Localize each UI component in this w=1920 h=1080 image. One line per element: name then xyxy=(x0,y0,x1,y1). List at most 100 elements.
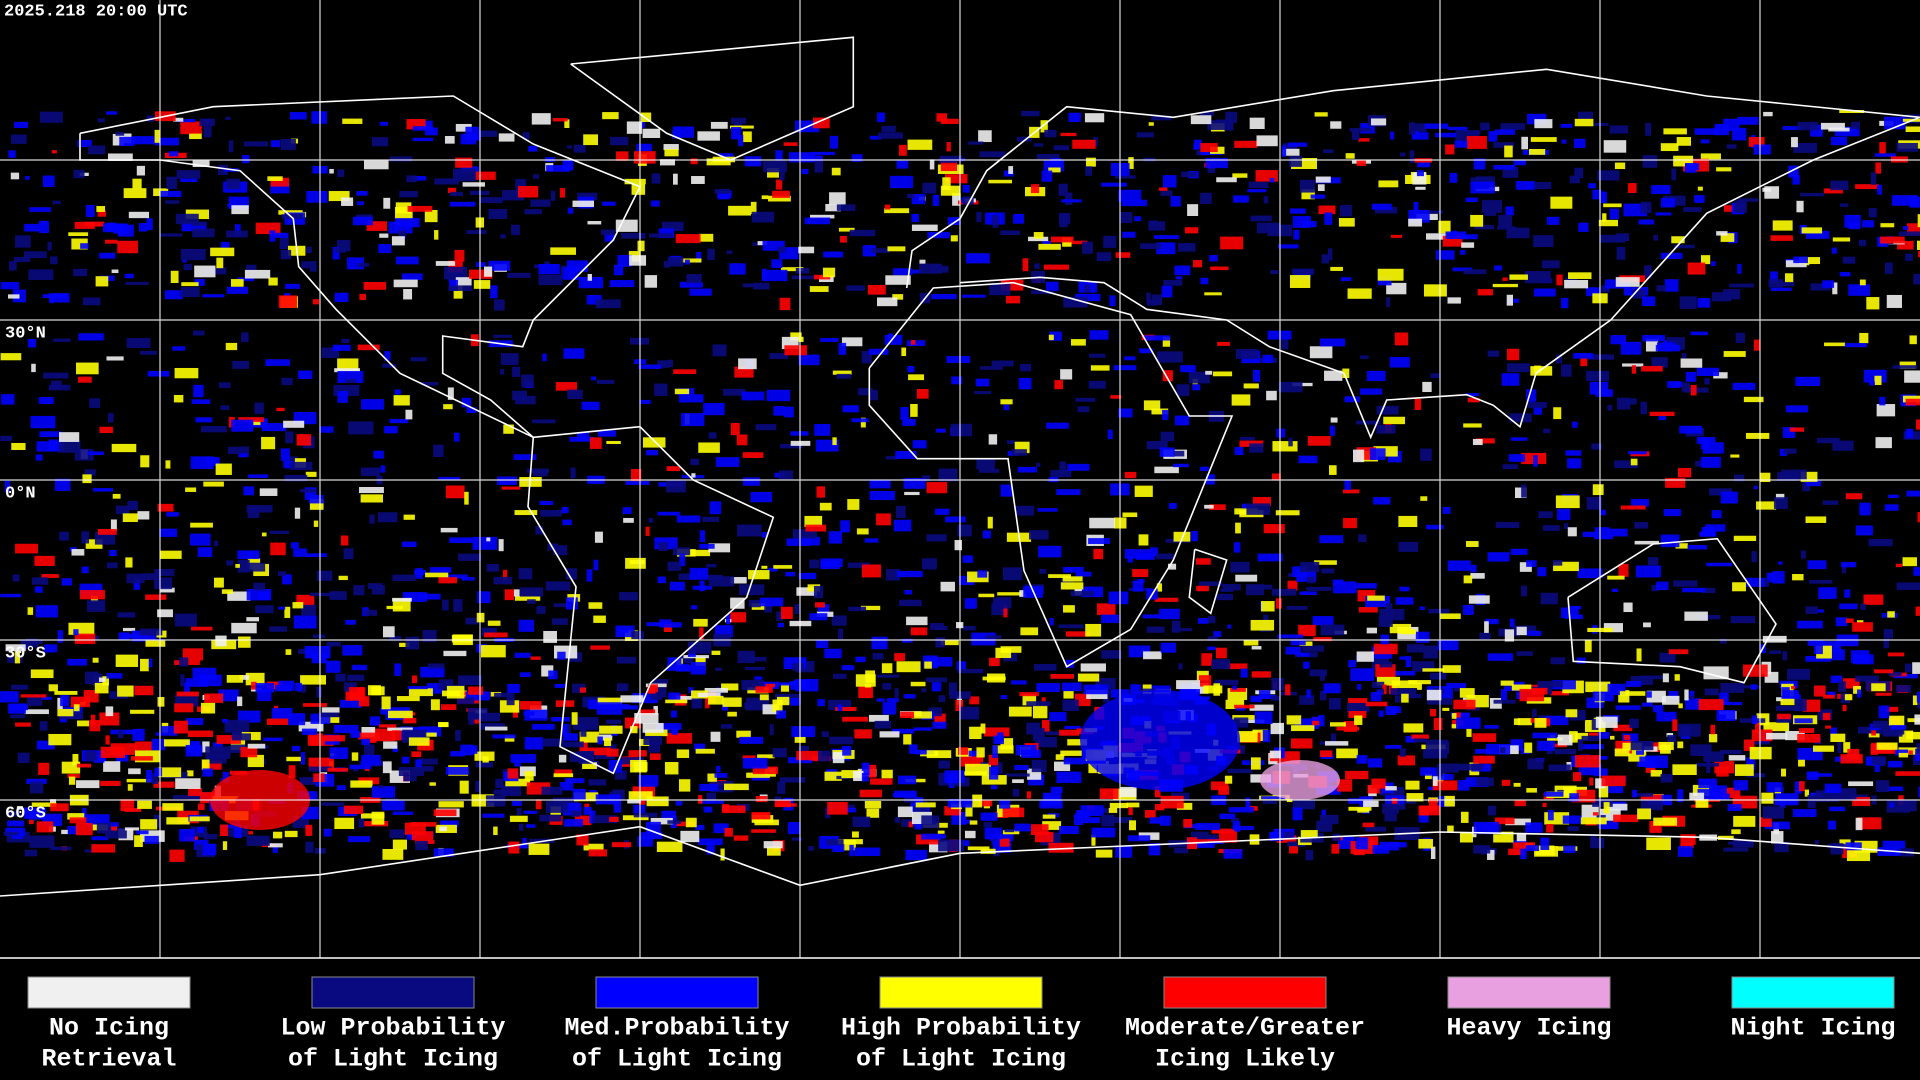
icing-patch xyxy=(625,481,650,485)
icing-patch xyxy=(1586,287,1600,297)
icing-patch xyxy=(180,674,185,687)
icing-patch xyxy=(412,137,434,142)
icing-patch xyxy=(940,581,956,592)
icing-patch xyxy=(433,848,454,857)
icing-patch xyxy=(321,802,345,806)
icing-patch xyxy=(869,479,891,489)
icing-patch xyxy=(1223,849,1243,859)
icing-patch xyxy=(410,357,427,362)
icing-patch xyxy=(1695,799,1709,808)
icing-patch xyxy=(182,259,187,263)
icing-patch xyxy=(403,774,417,782)
icing-patch xyxy=(1916,743,1920,754)
icing-patch xyxy=(555,382,577,391)
icing-patch xyxy=(535,525,544,535)
icing-patch xyxy=(832,752,845,764)
icing-patch xyxy=(1442,507,1451,514)
icing-patch xyxy=(1672,719,1678,732)
icing-patch xyxy=(648,517,654,523)
icing-patch xyxy=(446,685,465,699)
icing-patch xyxy=(1151,408,1169,415)
icing-patch xyxy=(651,173,661,184)
icing-patch xyxy=(589,437,602,449)
icing-patch xyxy=(673,821,696,827)
icing-patch xyxy=(1672,764,1697,776)
icing-patch xyxy=(1800,471,1818,482)
icing-patch xyxy=(640,832,663,840)
icing-patch xyxy=(528,145,538,152)
icing-patch xyxy=(1637,808,1652,820)
icing-patch xyxy=(776,710,786,719)
icing-patch xyxy=(904,491,920,496)
icing-patch xyxy=(1348,698,1368,704)
icing-patch xyxy=(864,800,882,809)
icing-patch xyxy=(106,356,124,361)
icing-patch xyxy=(524,737,543,750)
icing-patch xyxy=(1860,603,1866,610)
icing-patch xyxy=(912,440,927,449)
icing-patch xyxy=(1389,356,1410,368)
icing-patch xyxy=(512,366,521,377)
icing-patch xyxy=(1696,367,1720,377)
icing-patch xyxy=(705,695,710,709)
icing-patch xyxy=(1534,717,1547,728)
icing-patch xyxy=(1510,548,1528,555)
icing-patch xyxy=(392,598,411,612)
icing-patch xyxy=(82,297,101,306)
icing-patch xyxy=(192,160,210,168)
icing-patch xyxy=(814,423,831,436)
icing-patch xyxy=(1027,768,1042,780)
icing-patch xyxy=(1048,334,1054,341)
icing-patch xyxy=(1774,841,1789,853)
icing-patch xyxy=(647,685,656,694)
icing-patch xyxy=(1127,835,1151,842)
icing-patch xyxy=(187,730,213,738)
icing-patch xyxy=(895,505,906,519)
icing-patch xyxy=(1378,615,1393,627)
icing-patch xyxy=(1709,785,1727,796)
icing-patch xyxy=(1399,656,1407,660)
icing-patch xyxy=(1689,695,1695,700)
icing-patch xyxy=(1398,515,1418,528)
icing-patch xyxy=(563,733,578,741)
icing-patch xyxy=(136,830,149,835)
icing-patch xyxy=(1452,230,1457,237)
icing-patch xyxy=(521,374,534,388)
icing-patch xyxy=(1743,739,1755,751)
icing-patch xyxy=(1349,128,1372,132)
icing-patch xyxy=(134,685,154,696)
icing-patch xyxy=(1200,143,1218,153)
icing-patch xyxy=(751,211,775,223)
icing-patch xyxy=(465,126,479,140)
icing-patch xyxy=(1368,758,1383,768)
icing-patch xyxy=(1857,689,1862,698)
icing-patch xyxy=(894,790,917,798)
icing-patch xyxy=(1378,180,1399,188)
icing-patch xyxy=(786,538,811,546)
icing-patch xyxy=(1915,606,1920,616)
icing-patch xyxy=(106,562,118,569)
icing-patch xyxy=(717,194,730,200)
icing-patch xyxy=(109,550,117,557)
icing-patch xyxy=(792,663,804,671)
icing-patch xyxy=(340,535,349,546)
icing-patch xyxy=(1823,694,1835,699)
icing-patch xyxy=(1789,427,1805,432)
icing-patch xyxy=(1712,793,1730,800)
icing-patch xyxy=(217,164,228,176)
icing-patch xyxy=(305,841,314,853)
icing-patch xyxy=(1012,779,1024,784)
icing-patch xyxy=(67,658,88,666)
icing-patch xyxy=(849,229,876,237)
icing-patch xyxy=(1249,704,1274,711)
icing-patch xyxy=(1737,116,1759,125)
icing-patch xyxy=(737,650,755,664)
icing-patch xyxy=(11,134,27,144)
icing-patch xyxy=(475,761,493,768)
icing-patch xyxy=(1904,370,1920,383)
icing-patch xyxy=(1727,804,1742,812)
icing-patch xyxy=(1667,735,1676,746)
icing-patch xyxy=(35,605,58,618)
icing-patch xyxy=(1842,256,1856,264)
icing-patch xyxy=(1915,748,1920,761)
